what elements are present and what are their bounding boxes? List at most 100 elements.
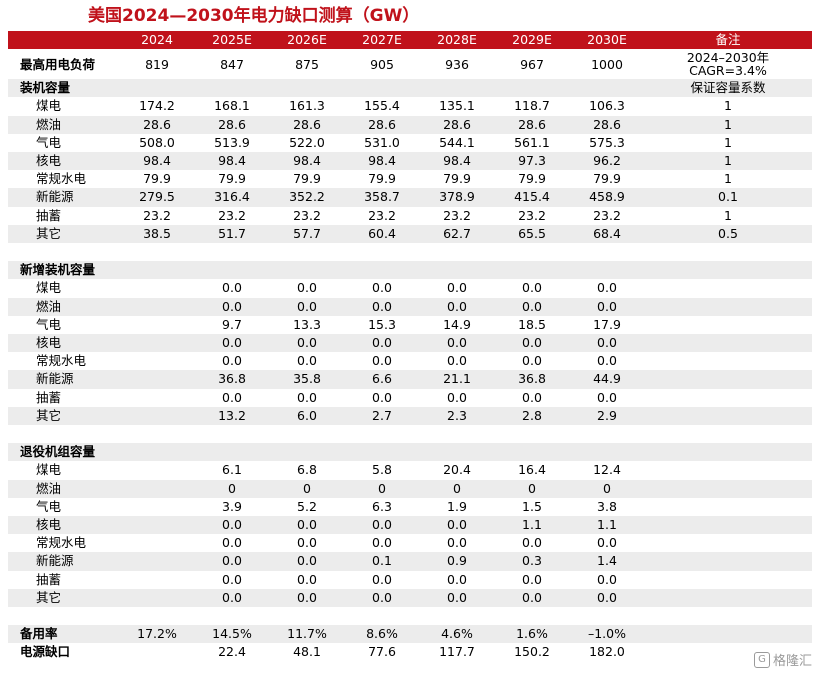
value-cell: 0.0	[344, 334, 420, 353]
value-cell	[120, 443, 194, 462]
value-cell: 4.6%	[420, 625, 494, 644]
value-cell: 118.7	[514, 98, 550, 114]
table-row	[8, 243, 812, 261]
note-cell: 1	[724, 171, 732, 187]
value-cell: 819	[145, 56, 169, 72]
value-cell: 0.0	[297, 571, 317, 587]
note-cell	[644, 607, 812, 625]
value-cell: 21.1	[420, 370, 494, 389]
value-cell: 522.0	[289, 134, 325, 150]
header-year-cell: 2028E	[420, 31, 494, 50]
value-cell: 1.6%	[494, 625, 570, 644]
value-cell: 6.1	[222, 462, 242, 478]
value-cell: 0.0	[222, 389, 242, 405]
value-cell: 0.0	[194, 334, 270, 353]
value-cell: 23.2	[218, 207, 246, 223]
value-cell: 458.9	[570, 188, 644, 207]
value-cell: 0.0	[447, 280, 467, 296]
value-cell	[270, 261, 344, 280]
row-label	[8, 607, 120, 625]
note-cell	[644, 588, 812, 608]
value-cell: 0.0	[522, 571, 542, 587]
table-row: 电源缺口 22.4 48.1 77.6 117.7 150.2 182.0	[8, 643, 812, 661]
value-cell: 0.0	[372, 571, 392, 587]
value-cell: 117.7	[439, 644, 475, 660]
note-cell	[644, 261, 812, 280]
value-cell	[120, 261, 194, 280]
value-cell	[194, 443, 270, 462]
value-cell: 0.1	[344, 552, 420, 571]
table-row: 气电 9.7 13.3 15.3 14.9 18.5 17.9	[8, 316, 812, 334]
value-cell: 68.4	[570, 224, 644, 244]
value-cell: 0.0	[447, 389, 467, 405]
value-cell: 0.0	[194, 552, 270, 571]
value-cell: 0.0	[570, 588, 644, 608]
value-cell	[494, 607, 570, 625]
power-gap-table: 2024 2025E 2026E 2027E 2028E 2029E 2030E 备注 最高用…	[8, 31, 812, 662]
value-cell: 79.9	[443, 171, 471, 187]
row-label: 新能源	[8, 552, 120, 571]
note-cell: 0.1	[644, 188, 812, 207]
header-year-cell: 2026E	[270, 31, 344, 50]
value-cell	[270, 443, 344, 462]
value-cell: 0.0	[297, 280, 317, 296]
table-row: 退役机组容量	[8, 443, 812, 462]
value-cell: 150.2	[514, 644, 550, 660]
row-label: 煤电	[36, 280, 62, 296]
value-cell	[120, 243, 194, 261]
value-cell	[344, 425, 420, 443]
value-cell	[494, 261, 570, 280]
row-label: 煤电	[36, 98, 62, 114]
value-cell: 106.3	[589, 98, 625, 114]
value-cell: 316.4	[194, 188, 270, 207]
value-cell	[570, 243, 644, 261]
row-label: 其它	[8, 224, 120, 244]
value-cell: 36.8	[194, 370, 270, 389]
header-year-cell: 2025E	[194, 31, 270, 50]
row-label: 备用率	[8, 625, 120, 644]
table-row: 核电 0.0 0.0 0.0 0.0 1.1 1.1	[8, 516, 812, 535]
page-title: 美国2024—2030年电力缺口测算（GW）	[88, 6, 420, 26]
value-cell: 0.0	[522, 535, 542, 551]
value-cell: 28.6	[494, 115, 570, 134]
value-cell	[570, 607, 644, 625]
value-cell: 0.3	[494, 552, 570, 571]
value-cell: 0.0	[597, 571, 617, 587]
value-cell	[120, 279, 194, 297]
value-cell: 155.4	[364, 98, 400, 114]
value-cell: 6.6	[344, 370, 420, 389]
value-cell	[494, 425, 570, 443]
note-cell	[644, 352, 812, 370]
note-cell	[644, 297, 812, 316]
header-year-cell: 2024	[120, 31, 194, 50]
value-cell: 1.9	[447, 498, 467, 514]
value-cell: 9.7	[222, 316, 242, 332]
row-label: 煤电	[36, 462, 62, 478]
value-cell: 16.4	[518, 462, 546, 478]
value-cell: 79.9	[518, 171, 546, 187]
note-cell	[644, 443, 812, 462]
note-cell	[644, 625, 812, 644]
note-cell	[644, 406, 812, 426]
table-row: 装机容量 保证容量系数	[8, 79, 812, 98]
value-cell: 23.2	[593, 207, 621, 223]
note-cell: 保证容量系数	[644, 79, 812, 98]
value-cell: 57.7	[270, 224, 344, 244]
table-row: 常规水电 0.0 0.0 0.0 0.0 0.0 0.0	[8, 534, 812, 552]
value-cell: 6.3	[372, 498, 392, 514]
table-row: 抽蓄 0.0 0.0 0.0 0.0 0.0 0.0	[8, 571, 812, 589]
row-label	[8, 243, 120, 261]
value-cell: 0.0	[597, 389, 617, 405]
value-cell: 5.2	[297, 498, 317, 514]
value-cell: 0.0	[597, 353, 617, 369]
value-cell: 36.8	[494, 370, 570, 389]
row-label: 燃油	[8, 115, 120, 134]
value-cell: 1000	[591, 56, 623, 72]
row-label: 其它	[8, 588, 120, 608]
value-cell	[494, 79, 570, 98]
table-row: 其它 0.0 0.0 0.0 0.0 0.0 0.0	[8, 588, 812, 608]
value-cell: 8.6%	[344, 625, 420, 644]
value-cell: 0.0	[297, 353, 317, 369]
value-cell: 22.4	[218, 644, 246, 660]
note-cell	[644, 425, 812, 443]
